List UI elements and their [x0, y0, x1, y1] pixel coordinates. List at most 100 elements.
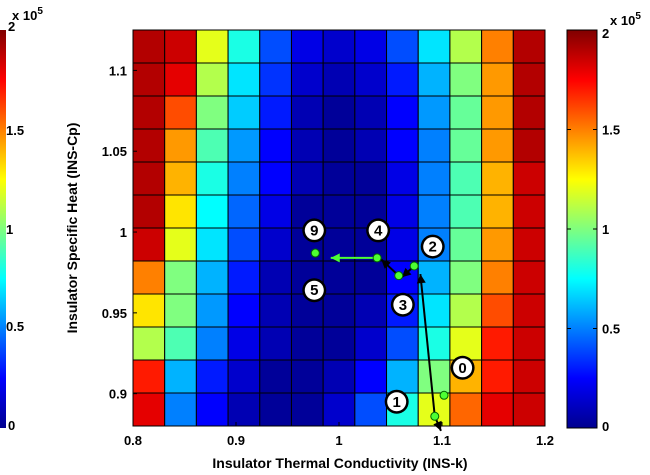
heatmap-cell	[354, 95, 388, 130]
heatmap-cell	[164, 260, 197, 295]
heatmap-cell	[195, 29, 229, 64]
heatmap-cell	[481, 260, 514, 295]
path-point	[310, 248, 320, 258]
y-tick-label: 1	[120, 225, 127, 240]
heatmap-cell	[354, 29, 388, 64]
heatmap-cell	[354, 326, 388, 361]
heatmap-cell	[354, 392, 388, 427]
heatmap-cell	[227, 62, 261, 97]
step-badge-inner	[304, 220, 324, 240]
heatmap-cell	[322, 161, 356, 196]
heatmap-cell	[512, 95, 546, 130]
heatmap-cell	[227, 260, 261, 295]
heatmap-cell	[132, 227, 166, 262]
heatmap-cell	[322, 359, 356, 394]
heatmap-cell	[449, 227, 483, 262]
heatmap-cell	[481, 29, 514, 64]
heatmap-cell	[417, 161, 451, 196]
heatmap-cell	[512, 260, 546, 295]
heatmap-cell	[195, 326, 229, 361]
heatmap-cell	[449, 161, 483, 196]
heatmap-cell	[227, 194, 261, 229]
path-point	[372, 253, 382, 263]
heatmap-cell	[195, 194, 229, 229]
heatmap-cell	[259, 326, 292, 361]
step-badge-label: 0	[458, 360, 466, 377]
heatmap-cell	[290, 359, 324, 394]
heatmap-cell	[449, 95, 483, 130]
path-point	[439, 390, 449, 400]
heatmap-cell	[132, 29, 166, 64]
heatmap-cell	[512, 359, 546, 394]
heatmap-cell	[449, 392, 483, 427]
heatmap-cell	[227, 227, 261, 262]
heatmap-cell	[290, 29, 324, 64]
heatmap-cell	[132, 293, 166, 328]
heatmap-cell	[195, 128, 229, 163]
colorbar-tick-label: 1.5	[602, 123, 620, 138]
step-badge-inner	[423, 237, 443, 257]
heatmap-cell	[227, 128, 261, 163]
y-tick-label: 1.05	[102, 144, 127, 159]
left-colorbar: 2 1.5 1 0.5 0 x 105	[0, 6, 43, 433]
heatmap-cell	[132, 359, 166, 394]
heatmap-cell	[481, 293, 514, 328]
heatmap-cell	[322, 128, 356, 163]
colorbar-tick-label: 0.5	[602, 322, 620, 337]
x-axis-label: Insulator Thermal Conductivity (INS-k)	[212, 455, 467, 471]
heatmap-cell	[322, 95, 356, 130]
step-badge-inner	[453, 358, 473, 378]
heatmap-cell	[132, 128, 166, 163]
heatmap-cell	[259, 95, 292, 130]
heatmap-cell	[481, 326, 514, 361]
heatmap-cell	[512, 194, 546, 229]
heatmap-cell	[290, 392, 324, 427]
x-tick-label: 0.8	[124, 433, 142, 448]
y-tick-label: 1.1	[109, 63, 127, 78]
heatmap-cell	[290, 62, 324, 97]
heatmap-cell	[354, 161, 388, 196]
step-badge-inner	[393, 295, 413, 315]
heatmap-cell	[290, 161, 324, 196]
y-tick-label: 0.9	[109, 387, 127, 402]
heatmap-cell	[417, 194, 451, 229]
heatmap-cell	[259, 62, 292, 97]
right-colorbar-multiplier: x 105	[610, 11, 641, 28]
heatmap-cell	[481, 161, 514, 196]
left-colorbar-strip	[0, 30, 6, 428]
heatmap-cell	[386, 227, 419, 262]
heatmap-cell	[449, 128, 483, 163]
heatmap-cell	[164, 359, 197, 394]
heatmap-cell	[164, 392, 197, 427]
heatmap-cell	[386, 62, 419, 97]
heatmap-cell	[227, 359, 261, 394]
heatmap-cell	[386, 194, 419, 229]
colorbar-tick-label: 0	[602, 419, 609, 434]
heatmap-cell	[322, 194, 356, 229]
heatmap-cell	[449, 260, 483, 295]
heatmap-cell	[386, 128, 419, 163]
heatmap-cell	[227, 293, 261, 328]
right-colorbar: 0 0.5 1 1.5 2 x 105	[566, 11, 641, 434]
heatmap-cell	[386, 326, 419, 361]
heatmap-cell	[164, 194, 197, 229]
heatmap-cell	[449, 29, 483, 64]
heatmap-cell	[259, 227, 292, 262]
heatmap-cell	[195, 161, 229, 196]
heatmap-cell	[132, 260, 166, 295]
y-axis-label: Insulator Specific Heat (INS-Cp)	[64, 123, 80, 334]
heatmap-cell	[290, 128, 324, 163]
x-axis-ticks: 0.8 0.9 1 1.1 1.2	[124, 422, 554, 448]
heatmap-cell	[164, 128, 197, 163]
heatmap-cell	[164, 161, 197, 196]
heatmap-cell	[290, 95, 324, 130]
left-colorbar-tick-max: 2	[8, 19, 15, 34]
heatmap-cell	[512, 62, 546, 97]
heatmap-cell	[417, 95, 451, 130]
heatmap-cell	[386, 359, 419, 394]
colorbar-tick-label: 2	[602, 26, 609, 41]
heatmap-cell	[132, 194, 166, 229]
step-badge-inner	[368, 220, 388, 240]
heatmap-cell	[417, 260, 451, 295]
heatmap-cell	[195, 95, 229, 130]
